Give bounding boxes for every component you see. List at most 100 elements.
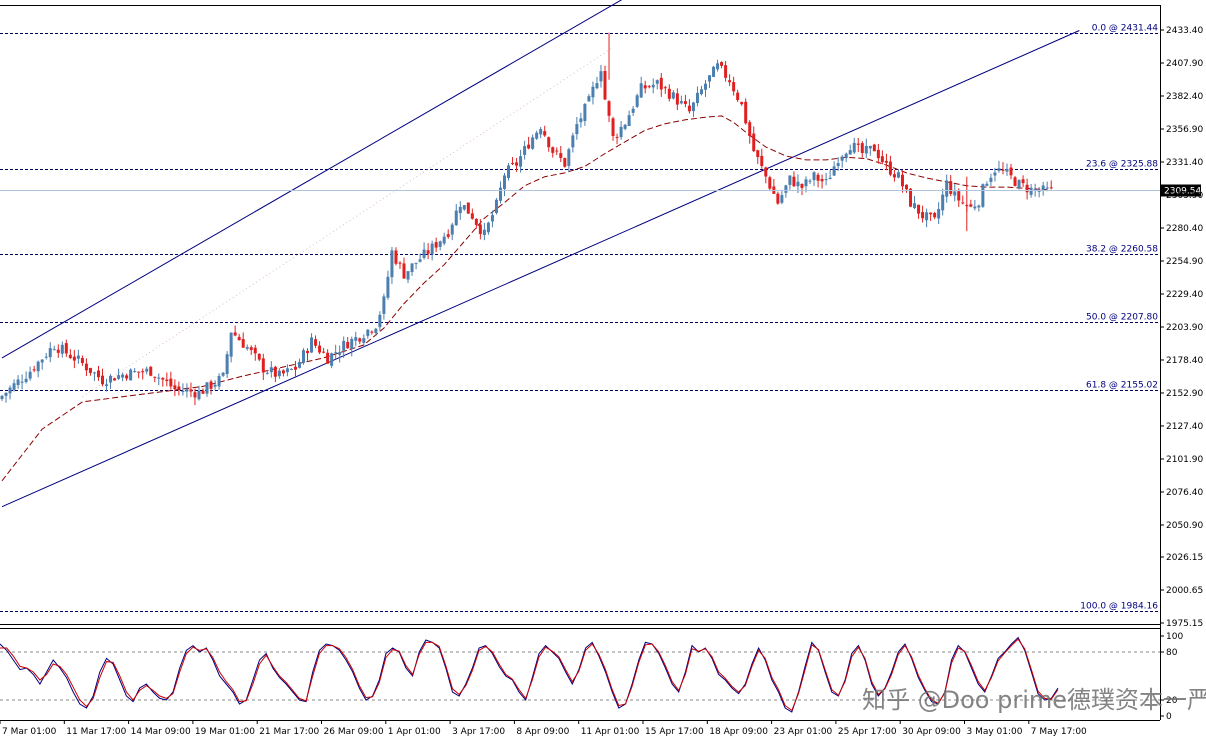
candle-body (418, 259, 422, 262)
candle-body (24, 378, 28, 383)
time-tick-label: 14 Mar 09:00 (131, 727, 191, 737)
candle-body (1005, 168, 1009, 172)
candle-body (760, 155, 764, 167)
candle-body (293, 366, 297, 370)
price-tick-label: 2026.15 (1166, 553, 1203, 563)
candle-body (281, 370, 285, 374)
candle-body (824, 179, 828, 181)
candle-body (535, 132, 539, 139)
candle-body (442, 236, 446, 244)
candle-body (720, 62, 724, 66)
candle-body (856, 143, 860, 145)
candle-body (704, 83, 707, 90)
osc-tick-label: 100 (1166, 632, 1183, 642)
candle-body (414, 262, 418, 264)
candle-body (101, 375, 104, 385)
candle-body (285, 368, 289, 373)
osc-tick-label: 20 (1166, 696, 1178, 706)
candle-body (153, 376, 157, 378)
candle-body (933, 212, 937, 218)
fib-level-label: 38.2 @ 2260.58 (1086, 245, 1158, 255)
candle-body (872, 144, 876, 152)
candle-body (277, 370, 281, 377)
candle-body (780, 195, 784, 203)
candle-body (788, 175, 792, 185)
candle-body (318, 345, 322, 353)
candle-body (523, 146, 527, 155)
candle-body (852, 142, 856, 153)
candle-body (728, 80, 732, 83)
candle-body (547, 137, 551, 148)
candle-body (209, 381, 213, 389)
candle-body (716, 63, 720, 70)
time-tick-label: 7 May 17:00 (1031, 727, 1087, 737)
candle-body (32, 369, 36, 371)
price-tick-label: 2433.40 (1166, 26, 1203, 36)
candle-body (60, 344, 64, 354)
candle-body (764, 167, 768, 177)
candle-body (941, 194, 945, 211)
candle-body (876, 149, 880, 159)
price-tick-label: 2382.40 (1166, 92, 1203, 102)
candle-body (896, 172, 900, 178)
fib-level-label: 50.0 @ 2207.80 (1086, 313, 1158, 323)
candle-body (1037, 190, 1041, 192)
candle-body (1013, 177, 1017, 186)
candle-body (157, 377, 161, 379)
candle-body (426, 250, 430, 254)
candle-body (848, 150, 852, 155)
candle-body (836, 163, 840, 167)
time-tick-label: 11 Mar 17:00 (66, 727, 126, 737)
candle-body (949, 181, 953, 194)
candle-body (141, 371, 145, 373)
candle-body (1045, 187, 1049, 189)
candle-body (358, 338, 362, 342)
candle-body (591, 86, 595, 98)
candle-body (812, 172, 816, 181)
candle-body (410, 263, 414, 273)
price-tick-label: 2331.40 (1166, 158, 1203, 168)
candle-body (434, 242, 438, 248)
candle-body (390, 250, 394, 278)
candle-body (382, 296, 386, 314)
candle-body (748, 122, 752, 137)
candle-body (362, 338, 366, 343)
candle-body (973, 206, 977, 209)
candle-body (583, 103, 587, 121)
fib-level-label: 0.0 @ 2431.44 (1092, 24, 1159, 34)
price-tick-label: 2152.90 (1166, 389, 1203, 399)
time-tick-label: 7 Mar 01:00 (2, 727, 57, 737)
candle-body (346, 341, 350, 349)
candle-body (667, 88, 671, 99)
candle-body (1041, 185, 1045, 191)
candle-body (0, 395, 4, 400)
candle-body (56, 349, 60, 353)
candle-body (486, 222, 490, 233)
candle-body (675, 93, 679, 105)
watermark: 知乎 @Doo prime德璞资本一严 (862, 686, 1206, 714)
candle-body (366, 329, 370, 336)
candle-body (125, 375, 129, 379)
price-tick-label: 2229.40 (1166, 290, 1203, 300)
candle-body (213, 384, 217, 387)
candle-body (792, 176, 796, 187)
candle-body (981, 184, 985, 207)
candle-body (241, 339, 245, 348)
stochastic-oscillator: 100 80 20 0 (0, 632, 1183, 722)
candle-body (1009, 167, 1013, 176)
candle-body (297, 362, 301, 368)
candle-body (647, 86, 651, 88)
price-tick-label: 2101.90 (1166, 455, 1203, 465)
candle-body (844, 153, 848, 159)
candle-body (1001, 169, 1005, 171)
candle-body (165, 379, 169, 382)
candle-body (386, 276, 390, 298)
candle-body (631, 108, 635, 113)
candle-body (398, 262, 402, 264)
price-tick-label: 2127.40 (1166, 422, 1203, 432)
candle-body (619, 126, 623, 138)
candle-body (446, 234, 450, 237)
candle-body (691, 102, 695, 112)
channel-upper (1, 0, 623, 359)
